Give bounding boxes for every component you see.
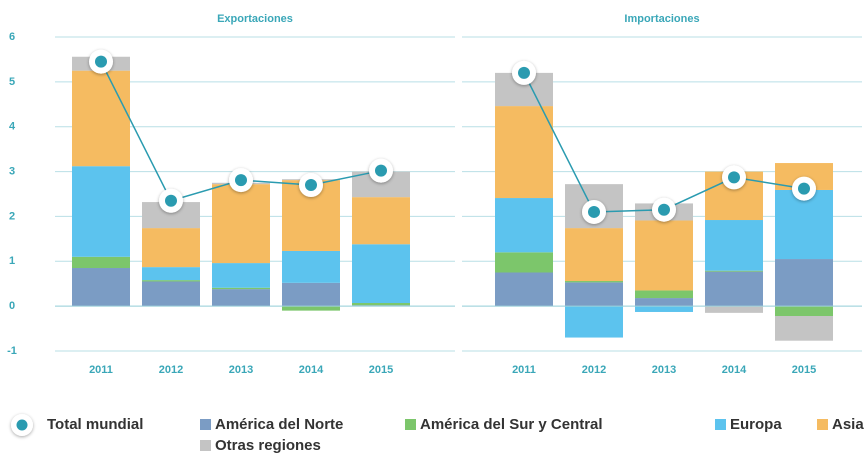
total-marker-dot <box>305 179 317 192</box>
bar-segment <box>282 306 340 311</box>
chart-title: Exportaciones <box>217 13 293 25</box>
total-marker-dot <box>165 194 177 207</box>
legend-label: América del Norte <box>215 416 343 433</box>
bar-segment <box>142 281 200 307</box>
x-tick-label: 2013 <box>652 364 676 376</box>
total-marker-dot <box>798 182 810 195</box>
x-tick-label: 2012 <box>159 364 183 376</box>
total-marker-dot <box>235 174 247 187</box>
bar-segment <box>352 303 410 306</box>
bar-segment <box>705 271 763 307</box>
y-tick-label: 4 <box>9 121 16 133</box>
legend-marker-dot <box>16 419 28 431</box>
bar-segment <box>495 106 553 199</box>
bar-segment <box>282 250 340 283</box>
x-tick-label: 2014 <box>299 364 324 376</box>
chart-title: Importaciones <box>624 13 699 25</box>
x-tick-label: 2015 <box>369 364 393 376</box>
bar-segment <box>72 268 130 307</box>
bar-segment <box>565 228 623 282</box>
bar-segment <box>635 220 693 291</box>
y-tick-label: -1 <box>7 345 17 357</box>
bar-segment <box>72 166 130 257</box>
bar-segment <box>142 228 200 268</box>
y-tick-label: 3 <box>9 165 15 177</box>
x-tick-label: 2014 <box>722 364 747 376</box>
bar-segment <box>72 70 130 167</box>
bar-segment <box>72 256 130 269</box>
bar-segment <box>142 280 200 282</box>
legend-label: Europa <box>730 416 782 433</box>
bar-segment <box>635 290 693 299</box>
bar-segment <box>705 220 763 271</box>
bar-segment <box>775 306 833 317</box>
legend-swatch <box>715 419 726 430</box>
legend-swatch <box>817 419 828 430</box>
legend-label: Otras regiones <box>215 437 321 454</box>
y-tick-label: 5 <box>9 76 15 88</box>
bar-segment <box>565 282 623 307</box>
bar-segment <box>495 198 553 253</box>
legend-swatch <box>200 419 211 430</box>
bar-segment <box>635 306 693 312</box>
x-tick-label: 2015 <box>792 364 816 376</box>
bar-segment <box>705 306 763 313</box>
legend-swatch <box>405 419 416 430</box>
total-marker-dot <box>658 203 670 216</box>
legend-label: Total mundial <box>47 416 143 433</box>
total-marker-dot <box>588 205 600 218</box>
legend-label: Asia <box>832 416 864 433</box>
y-tick-label: 1 <box>9 255 15 267</box>
x-tick-label: 2013 <box>229 364 253 376</box>
total-marker-dot <box>518 66 530 79</box>
bar-segment <box>212 184 270 264</box>
bar-segment <box>775 259 833 307</box>
x-tick-label: 2011 <box>89 364 113 376</box>
bar-segment <box>565 281 623 283</box>
bar-segment <box>142 267 200 281</box>
bar-segment <box>212 263 270 288</box>
y-tick-label: 2 <box>9 210 15 222</box>
x-tick-label: 2012 <box>582 364 606 376</box>
bar-segment <box>565 306 623 338</box>
total-marker-dot <box>95 55 107 68</box>
bar-segment <box>705 270 763 272</box>
x-tick-label: 2011 <box>512 364 536 376</box>
y-tick-label: 0 <box>9 300 15 312</box>
bar-segment <box>495 272 553 307</box>
bar-segment <box>495 252 553 273</box>
legend-swatch <box>200 440 211 451</box>
total-marker-dot <box>375 164 387 177</box>
total-marker-dot <box>728 171 740 184</box>
bar-segment <box>352 197 410 245</box>
legend-label: América del Sur y Central <box>420 416 603 433</box>
bar-segment <box>775 316 833 341</box>
bar-segment <box>212 287 270 290</box>
y-tick-label: 6 <box>9 31 15 43</box>
bar-segment <box>352 244 410 304</box>
bar-segment <box>282 282 340 307</box>
bar-segment <box>775 189 833 260</box>
bar-segment <box>635 298 693 307</box>
bar-segment <box>212 289 270 307</box>
